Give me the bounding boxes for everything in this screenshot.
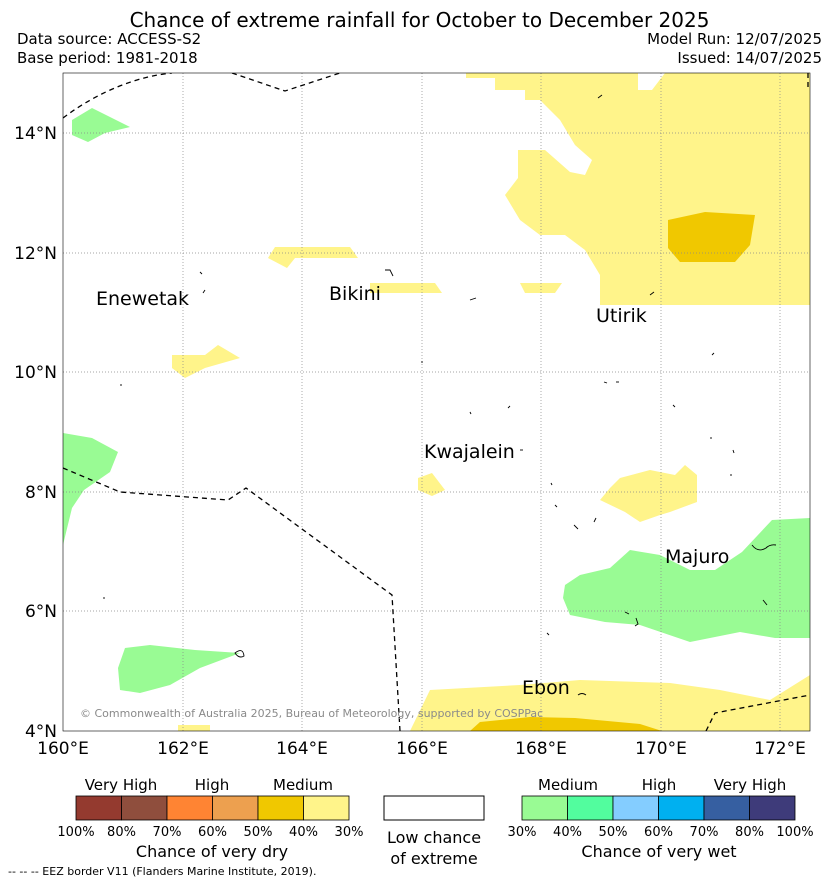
legend-dry-caption: Chance of very dry	[136, 842, 288, 861]
lat-tick: 10°N	[14, 363, 57, 383]
lon-tick: 164°E	[276, 739, 328, 759]
legend-dry-ticks: 100% 80% 70% 60% 50% 40% 30%	[57, 825, 363, 840]
dry-region-dark-south	[470, 717, 662, 731]
legend-dry-swatch	[257, 795, 304, 821]
dry-region-east-center	[600, 465, 697, 522]
legend-wet-swatch	[521, 795, 568, 821]
chart-title: Chance of extreme rainfall for October t…	[129, 8, 710, 32]
legend-low-swatch	[383, 795, 485, 821]
legend-dry-tick-label: 80%	[107, 825, 136, 840]
legend-dry-swatch	[75, 795, 122, 821]
lat-tick: 4°N	[25, 722, 57, 742]
legend-wet-swatch	[749, 795, 796, 821]
base-period: Base period: 1981-2018	[17, 49, 198, 67]
dry-region-dark-north	[668, 212, 755, 262]
dry-region-southwest	[178, 725, 210, 731]
lon-tick: 162°E	[157, 739, 209, 759]
legend-dry-swatch	[303, 795, 350, 821]
lon-tick: 160°E	[37, 739, 89, 759]
copyright-notice: © Commonwealth of Australia 2025, Bureau…	[80, 707, 543, 720]
dry-region-small-2	[520, 283, 562, 293]
lon-tick: 166°E	[396, 739, 448, 759]
legend-wet-header: High	[642, 776, 676, 794]
legend-dry-tick-label: 30%	[335, 825, 364, 840]
wet-region-northwest	[72, 108, 130, 142]
legend-dry-swatches	[75, 795, 350, 821]
legend-dry-tick-label: 60%	[198, 825, 227, 840]
lon-tick: 170°E	[635, 739, 687, 759]
place-label-kwajalein: Kwajalein	[424, 441, 515, 463]
lat-tick: 8°N	[25, 483, 57, 503]
legend-wet: Medium High Very High 30% 40% 50% 60% 70% 80%…	[508, 776, 814, 861]
wet-region-west	[63, 433, 118, 545]
latitude-labels: 14°N 12°N 10°N 8°N 6°N 4°N	[14, 124, 57, 742]
place-label-bikini: Bikini	[329, 283, 381, 305]
legend-wet-caption: Chance of very wet	[581, 842, 736, 861]
legend-dry-swatch	[121, 795, 168, 821]
place-label-enewetak: Enewetak	[96, 288, 189, 310]
legend-low-caption-2: of extreme	[390, 849, 477, 868]
legend-wet-header: Very High	[714, 776, 787, 794]
map-frame	[62, 72, 811, 732]
legend-wet-tick-label: 70%	[690, 825, 719, 840]
legend-wet-header: Medium	[538, 776, 598, 794]
legend-dry-header: Medium	[273, 776, 333, 794]
dry-region-bikini-strip	[268, 247, 358, 268]
issued-date: Issued: 14/07/2025	[677, 49, 822, 67]
legend-wet-tick-label: 80%	[735, 825, 764, 840]
legend-low-chance: Low chance of extreme	[383, 795, 485, 868]
dry-region-south	[410, 675, 810, 731]
dry-region-west-center	[172, 345, 240, 378]
dry-region-small-1	[370, 283, 442, 293]
legend-wet-swatches	[521, 795, 796, 821]
legend-wet-tick-label: 50%	[599, 825, 628, 840]
longitude-labels: 160°E 162°E 164°E 166°E 168°E 170°E 172°…	[37, 739, 806, 759]
lat-tick: 14°N	[14, 124, 57, 144]
eez-border	[63, 73, 810, 731]
source-info: Data source: ACCESS-S2 Base period: 1981…	[17, 30, 201, 68]
legend-dry-header: High	[195, 776, 229, 794]
wet-region-southwest	[118, 645, 240, 693]
legend-dry-tick-label: 100%	[57, 825, 94, 840]
legend-low-caption-1: Low chance	[387, 828, 481, 847]
legend-wet-tick-label: 60%	[644, 825, 673, 840]
place-label-majuro: Majuro	[665, 546, 729, 568]
lat-tick: 12°N	[14, 244, 57, 264]
eez-footnote: -- -- -- EEZ border V11 (Flanders Marine…	[8, 865, 317, 878]
legend-wet-swatch	[703, 795, 750, 821]
dry-region-kwajalein	[418, 473, 445, 496]
map-area: Enewetak Bikini Utirik Kwajalein Majuro …	[63, 73, 810, 731]
place-label-ebon: Ebon	[522, 677, 570, 699]
legend-dry-tick-label: 70%	[153, 825, 182, 840]
legend-dry-tick-label: 50%	[244, 825, 273, 840]
legend-dry-swatch	[212, 795, 259, 821]
lat-tick: 6°N	[25, 602, 57, 622]
legend-wet-ticks: 30% 40% 50% 60% 70% 80% 100%	[508, 825, 814, 840]
legend-dry-header: Very High	[85, 776, 158, 794]
legend-dry-swatch	[166, 795, 213, 821]
run-info: Model Run: 12/07/2025 Issued: 14/07/2025	[647, 30, 822, 68]
lon-tick: 168°E	[515, 739, 567, 759]
legend-wet-swatch	[612, 795, 659, 821]
model-run: Model Run: 12/07/2025	[647, 30, 822, 48]
legend-dry-tick-label: 40%	[289, 825, 318, 840]
legend-dry: Very High High Medium 100% 80% 70% 60% 50% 40…	[57, 776, 363, 861]
data-source: Data source: ACCESS-S2	[17, 30, 202, 48]
legend-wet-tick-label: 100%	[776, 825, 813, 840]
legend-wet-tick-label: 30%	[508, 825, 537, 840]
islands	[103, 94, 777, 696]
legend-wet-swatch	[567, 795, 614, 821]
lon-tick: 172°E	[754, 739, 806, 759]
legend-wet-swatch	[658, 795, 705, 821]
place-label-utirik: Utirik	[596, 305, 647, 327]
legend-wet-tick-label: 40%	[553, 825, 582, 840]
